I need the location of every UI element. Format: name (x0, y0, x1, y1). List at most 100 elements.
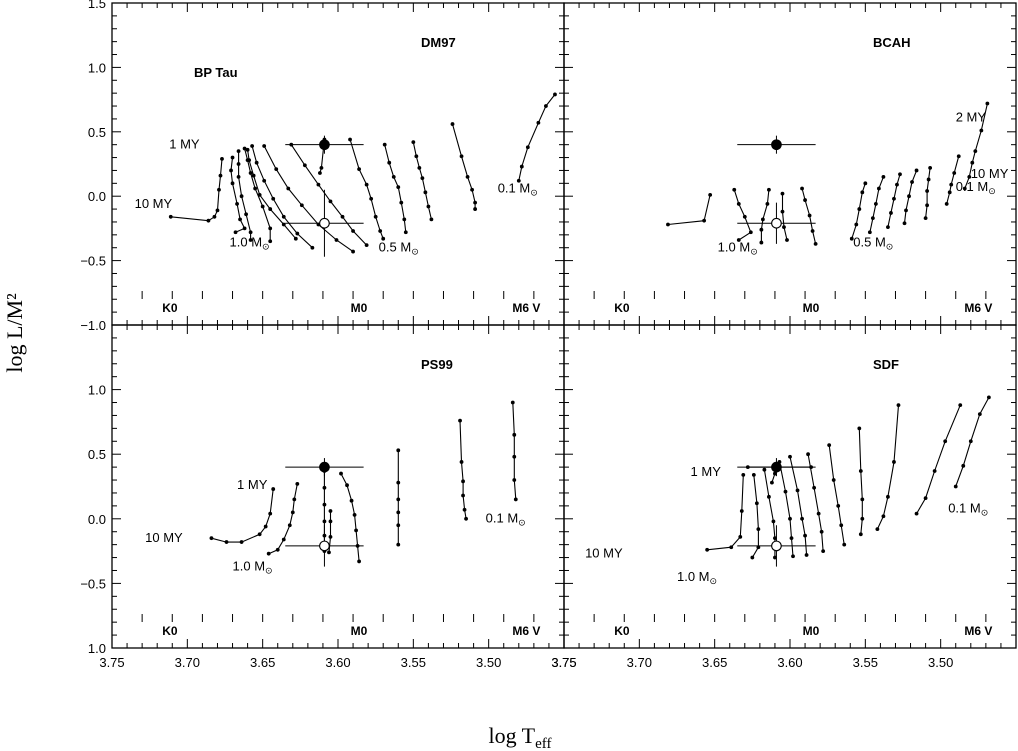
track-point (287, 523, 292, 528)
track-series (209, 487, 276, 544)
spectral-type-label: M0 (351, 624, 368, 638)
track-point (212, 214, 217, 219)
track-point (849, 236, 854, 241)
track-point (262, 178, 267, 183)
track-point (914, 511, 919, 516)
star-point-filled (737, 458, 816, 477)
track-series (944, 154, 961, 206)
annotation-text: 10 MY (971, 166, 1009, 181)
track-point (854, 222, 859, 227)
track-series (953, 395, 991, 489)
track-point (767, 494, 771, 499)
track-point (910, 180, 914, 184)
track-point (783, 489, 788, 494)
track-point (281, 222, 286, 227)
track-point (461, 479, 465, 484)
track-point (230, 155, 235, 160)
track-point (403, 230, 408, 235)
track-point (286, 186, 291, 191)
track-point (262, 144, 267, 148)
track-point (870, 216, 875, 220)
track-point (804, 553, 809, 557)
track-point (349, 498, 354, 503)
track-series (411, 140, 434, 222)
track-series (750, 472, 761, 560)
track-line (781, 193, 788, 241)
star-point-open (285, 525, 364, 567)
track-point (357, 167, 361, 172)
track-series (902, 168, 919, 226)
spectral-type-label: M0 (351, 301, 368, 315)
track-point (759, 227, 764, 232)
track-point (973, 149, 978, 154)
x-tick-label: 3.60 (325, 655, 350, 670)
track-annotation: 0.5 M⊙ (853, 234, 893, 251)
track-line (459, 420, 467, 519)
track-point (381, 236, 386, 241)
track-point (224, 540, 229, 544)
track-point (322, 519, 327, 524)
panel-frame (563, 2, 1017, 326)
track-series (788, 454, 809, 557)
track-point (328, 519, 333, 524)
track-point (962, 186, 967, 191)
track-point (876, 186, 881, 191)
track-line (876, 405, 900, 530)
track-point (756, 527, 761, 532)
track-series (289, 142, 369, 248)
track-line (263, 145, 354, 253)
track-point (836, 503, 841, 508)
track-point (281, 214, 286, 219)
star-marker (319, 461, 330, 473)
track-line (733, 189, 752, 241)
track-point (741, 472, 746, 477)
track-point (873, 202, 878, 206)
track-point (462, 507, 467, 512)
track-series (962, 101, 990, 191)
track-line (211, 489, 274, 543)
star-point-filled (285, 135, 364, 154)
x-tick-label: 3.50 (476, 655, 501, 670)
track-series (849, 181, 868, 241)
track-point (220, 156, 224, 161)
panel-title: PS99 (421, 357, 453, 372)
annotation-text: 1.0 M (233, 558, 266, 573)
track-series (262, 144, 355, 254)
track-series (450, 122, 478, 211)
track-series (780, 191, 789, 242)
y-tick-label: 0.0 (88, 512, 106, 527)
track-point (459, 460, 464, 464)
track-point (206, 218, 211, 223)
track-point (459, 154, 464, 159)
track-point (292, 497, 297, 502)
track-point (923, 496, 928, 501)
track-series (800, 186, 818, 246)
track-point (857, 207, 862, 211)
track-point (985, 101, 990, 106)
star-point-open (285, 189, 364, 257)
track-point (949, 182, 954, 187)
track-point (351, 229, 355, 233)
track-series (705, 472, 746, 552)
track-point (925, 203, 930, 208)
track-point (411, 140, 416, 145)
track-point (340, 214, 345, 219)
track-point (302, 163, 307, 168)
track-point (254, 160, 259, 165)
annotation-text: 1 MY (691, 464, 722, 479)
annotation-subscript: ⊙ (886, 241, 894, 251)
annotation-subscript: ⊙ (988, 186, 996, 196)
track-point (271, 487, 276, 491)
track-point (536, 120, 541, 125)
track-point (926, 177, 931, 182)
track-point (886, 494, 890, 499)
track-point (327, 550, 331, 555)
track-point (953, 484, 958, 489)
x-tick-label: 3.75 (99, 655, 124, 670)
track-point (952, 171, 957, 175)
track-line (328, 511, 332, 553)
track-point (666, 222, 670, 227)
track-point (807, 213, 812, 218)
track-point (275, 547, 280, 552)
